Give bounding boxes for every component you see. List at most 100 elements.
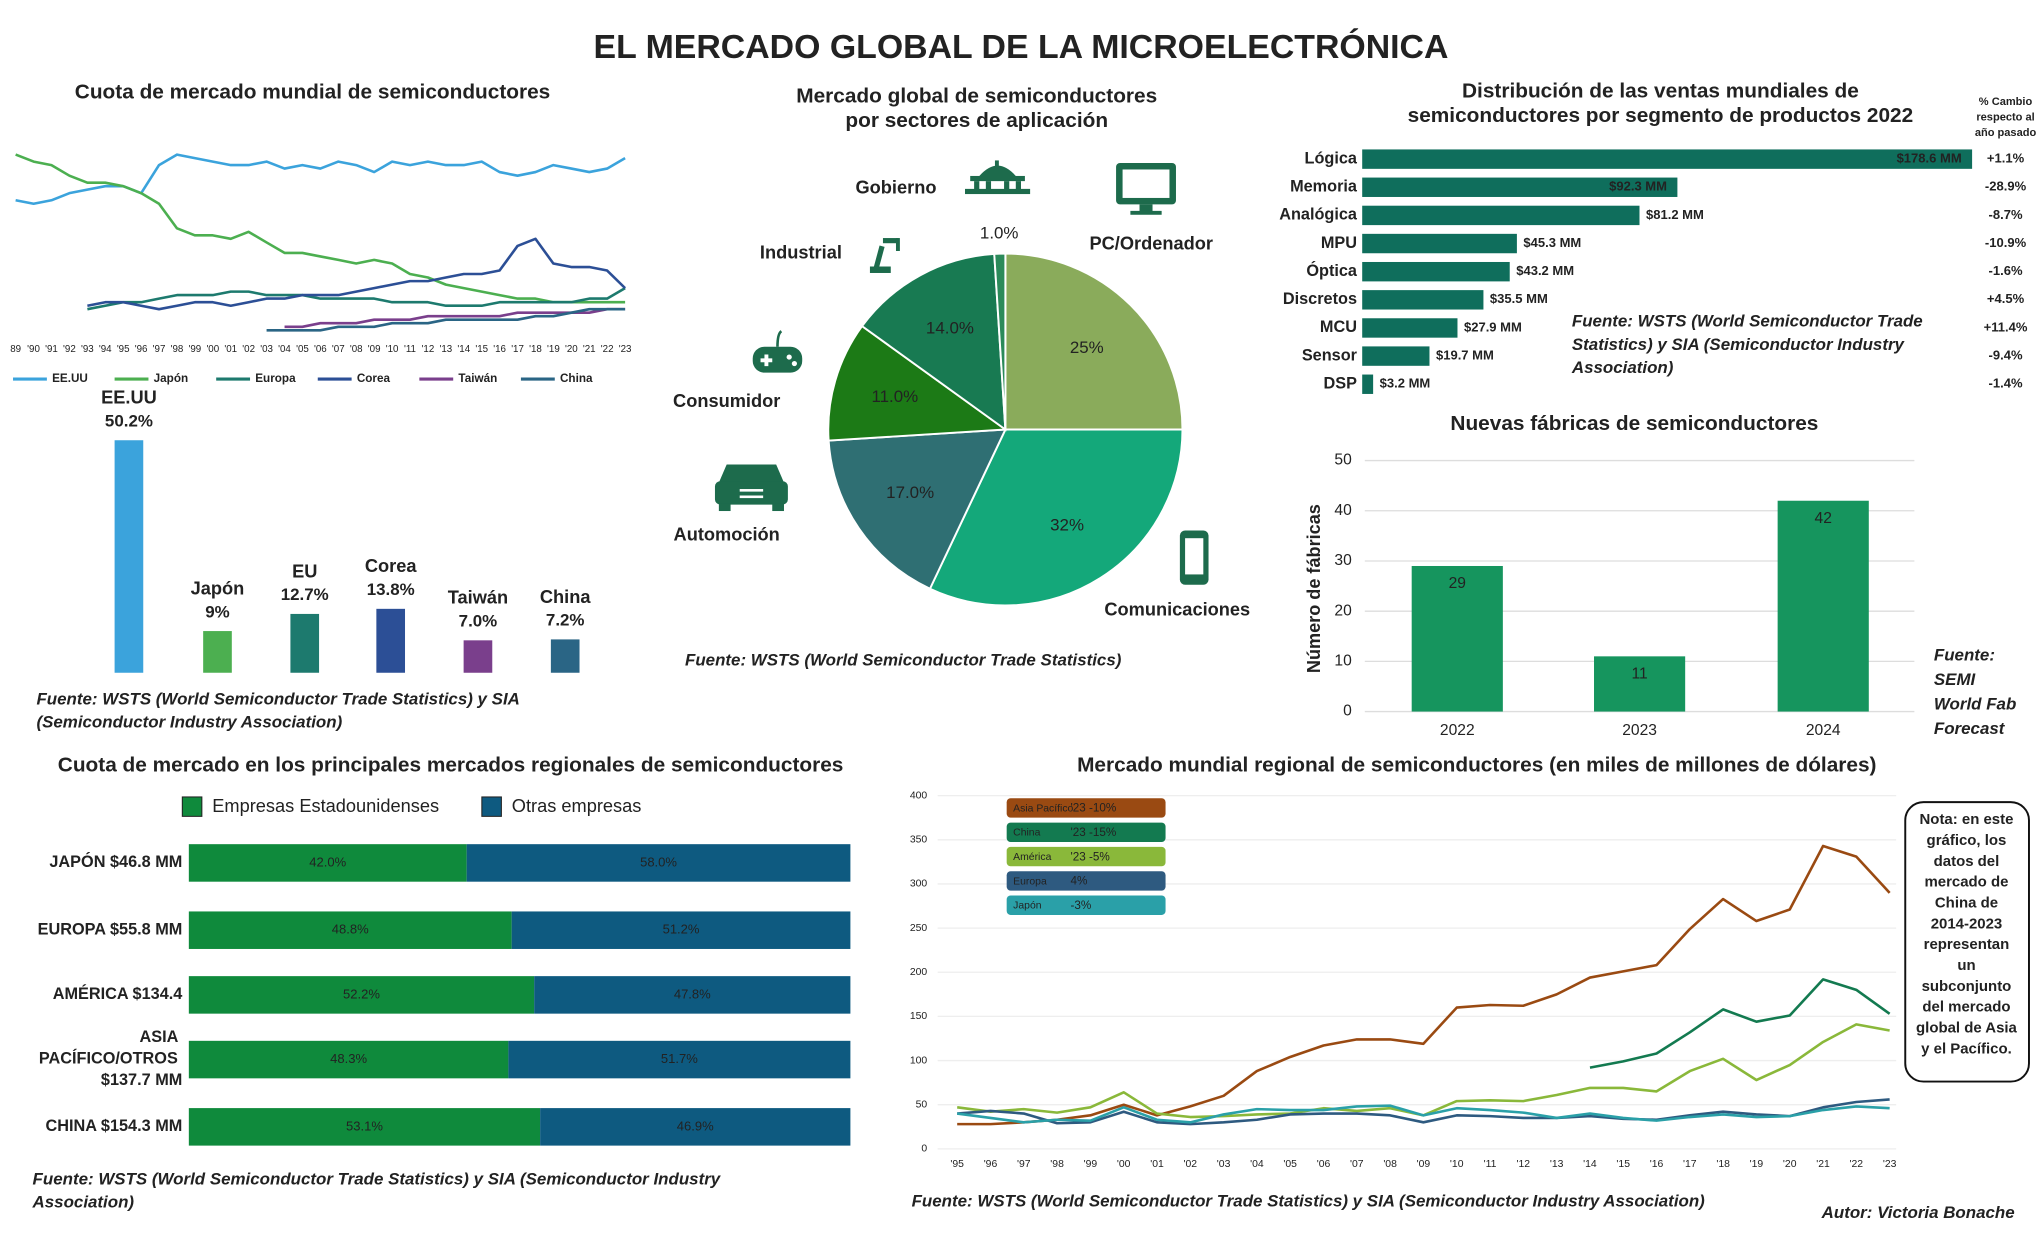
series-line (15, 153, 626, 304)
y-tick-label: 0 (921, 1144, 927, 1155)
bar (1362, 261, 1510, 282)
category-label: PC/Ordenador (1089, 233, 1212, 253)
value-label: 1.0% (980, 224, 1019, 243)
y-tick-label: 0 (1343, 703, 1352, 720)
value-label: 51.2% (663, 922, 700, 937)
category-label: CHINA $154.3 MM (45, 1117, 182, 1135)
legend-label: Japón (154, 372, 188, 385)
change-label: -10.9% (1985, 235, 2027, 250)
value-label: 42.0% (309, 854, 346, 869)
x-tick-label: '05 (1283, 1159, 1297, 1170)
y-tick-label: 150 (910, 1011, 928, 1022)
x-tick-label: '03 (1217, 1159, 1231, 1170)
chart-note: gráfico, los (1927, 832, 2007, 849)
bar (1594, 656, 1686, 712)
y-tick-label: 250 (910, 923, 928, 934)
legend-swatch (1006, 822, 1166, 842)
chart-title: por sectores de aplicación (845, 109, 1108, 132)
pie-slice (993, 252, 1007, 430)
bar (1362, 290, 1484, 310)
source: Fuente: WSTS (World Semiconductor Trade … (33, 1169, 722, 1188)
bar-segment (534, 976, 851, 1014)
series-line (957, 844, 1891, 1126)
bar (1362, 149, 1973, 169)
value-label: $43.2 MM (1516, 263, 1574, 278)
source: Statistics) y SIA (Semiconductor Industr… (1572, 335, 1906, 354)
category-label: Corea (365, 556, 418, 576)
value-label: $92.3 MM (1609, 179, 1667, 194)
legend-label: China (1013, 828, 1040, 839)
source: SEMI (1934, 670, 1976, 689)
legend-label: Corea (357, 372, 391, 385)
value-label: 47.8% (674, 986, 711, 1001)
x-tick-label: '12 (422, 344, 435, 355)
chart-note: y el Pacífico. (1921, 1040, 2012, 1057)
x-tick-label: 2022 (1440, 722, 1475, 739)
source: Association) (32, 1193, 135, 1212)
series-line (266, 307, 626, 332)
bar (550, 639, 580, 673)
category-label: Japón (191, 578, 245, 598)
legend-label: Europa (255, 372, 296, 385)
pie-slice (928, 428, 1184, 607)
icon-computer (1116, 163, 1176, 215)
legend-swatch (1006, 798, 1166, 818)
x-tick-label: '93 (81, 344, 94, 355)
chart-note: representan (1924, 936, 2010, 953)
chart-title: Cuota de mercado en los principales merc… (58, 753, 844, 776)
legend-swatch (181, 796, 203, 817)
value-label: 14.0% (926, 319, 974, 338)
x-tick-label: '16 (1650, 1159, 1664, 1170)
value-label: 58.0% (640, 854, 677, 869)
value-label: 50.2% (105, 412, 153, 431)
x-tick-label: '09 (1417, 1159, 1431, 1170)
value-label: 7.2% (546, 611, 585, 630)
series-line (1589, 978, 1891, 1069)
x-tick-label: '13 (439, 344, 452, 355)
y-tick-label: 20 (1334, 602, 1352, 619)
icon-car (714, 464, 788, 512)
value-label: 46.9% (677, 1118, 714, 1133)
x-tick-label: '11 (404, 344, 416, 355)
value-label: $19.7 MM (1436, 348, 1494, 363)
bar (376, 608, 406, 673)
x-tick-label: '97 (1017, 1159, 1031, 1170)
x-tick-label: '98 (171, 344, 184, 355)
x-tick-label: '06 (1317, 1159, 1331, 1170)
pie-slice (827, 428, 1007, 591)
chart-title: Nuevas fábricas de semiconductores (1450, 412, 1818, 435)
value-label: $35.5 MM (1490, 291, 1548, 306)
bar (1362, 346, 1430, 366)
category-label: MCU (1320, 318, 1357, 336)
x-tick-label: '17 (511, 344, 524, 355)
chart-title: Mercado global de semiconductores (796, 85, 1157, 108)
x-tick-label: '99 (1084, 1159, 1098, 1170)
x-tick-label: '92 (63, 344, 76, 355)
y-tick-label: 50 (916, 1099, 928, 1110)
value-label: 7.0% (459, 612, 498, 631)
x-tick-label: '04 (1250, 1159, 1264, 1170)
value-label: 42 (1815, 510, 1832, 527)
x-tick-label: '95 (950, 1159, 964, 1170)
legend-swatch (1006, 846, 1166, 867)
x-tick-label: '08 (350, 344, 363, 355)
legend-note: '23 -5% (1070, 850, 1109, 863)
bar (463, 640, 493, 673)
x-tick-label: '04 (278, 344, 291, 355)
x-tick-label: '15 (475, 344, 488, 355)
category-label: China (540, 587, 592, 607)
value-label: 25% (1070, 338, 1104, 357)
bar (1362, 318, 1458, 338)
x-tick-label: '10 (386, 344, 399, 355)
x-tick-label: '17 (1683, 1159, 1697, 1170)
value-label: 52.2% (343, 986, 380, 1001)
x-tick-label: '21 (583, 344, 596, 355)
x-tick-label: '23 (1883, 1159, 1897, 1170)
bar-segment (466, 844, 851, 882)
x-tick-label: '01 (1150, 1159, 1164, 1170)
change-header: respecto al (1976, 112, 2034, 124)
bar-segment (508, 1040, 851, 1079)
x-tick-label: '19 (547, 344, 560, 355)
x-tick-label: '97 (153, 344, 166, 355)
